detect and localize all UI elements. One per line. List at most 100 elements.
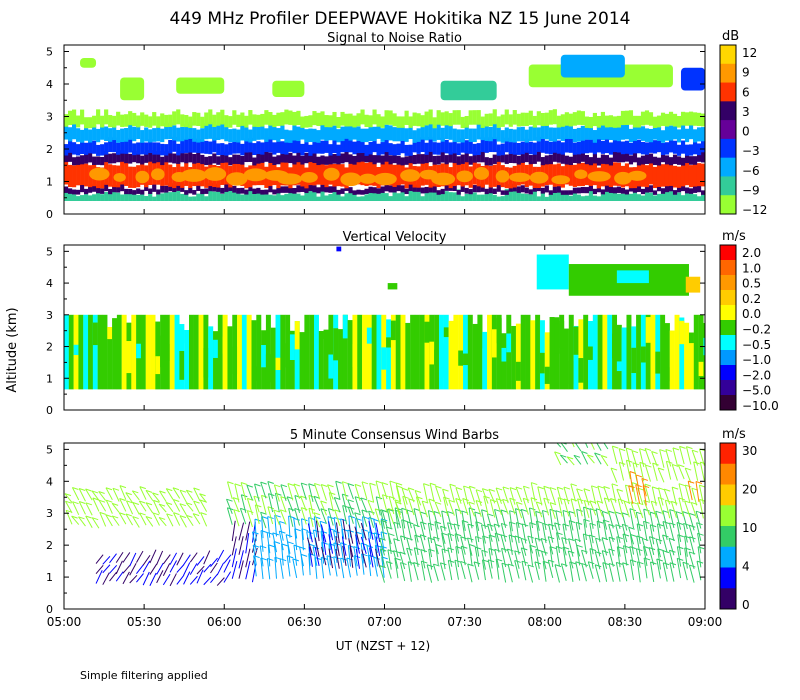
wind-barb xyxy=(603,497,610,516)
velocity-cell xyxy=(208,326,214,390)
wind-barb xyxy=(380,520,385,541)
snr-cell xyxy=(304,191,309,201)
wind-barb-feather xyxy=(652,462,659,466)
snr-cell xyxy=(576,127,581,142)
snr-cell xyxy=(456,156,461,165)
wind-barb-feather xyxy=(468,507,476,511)
wind-barb xyxy=(610,467,618,483)
snr-cell xyxy=(668,157,674,166)
snr-cell xyxy=(196,129,201,143)
wind-barb xyxy=(322,534,327,556)
snr-cell xyxy=(420,137,425,153)
wind-barb xyxy=(280,484,287,502)
snr-cell xyxy=(508,114,513,127)
snr-cell xyxy=(340,137,345,153)
wind-barb-feather xyxy=(71,515,78,519)
snr-cell xyxy=(232,154,237,164)
wind-barb xyxy=(562,546,567,568)
wind-barb-feather xyxy=(401,519,408,523)
snr-cell xyxy=(368,151,373,163)
snr-cell xyxy=(192,128,197,142)
snr-cell xyxy=(580,196,585,201)
wind-barb-feather xyxy=(507,548,514,552)
wind-barb-feather xyxy=(293,517,300,521)
wind-barb xyxy=(554,522,560,540)
wind-barb xyxy=(245,560,251,580)
snr-cell xyxy=(124,162,129,186)
snr-cell xyxy=(552,186,557,193)
wind-barb xyxy=(668,522,675,542)
snr-cell xyxy=(176,154,181,164)
velocity-cell xyxy=(362,314,368,390)
snr-cell xyxy=(292,111,297,126)
wind-barb xyxy=(611,445,618,465)
snr-core xyxy=(276,173,303,185)
wind-barb-feather xyxy=(475,546,482,550)
velocity-cell xyxy=(102,314,108,390)
wind-barb-feather xyxy=(145,489,153,493)
velocity-cell xyxy=(568,314,574,390)
velocity-cell xyxy=(684,322,690,390)
y-tick-label: 4 xyxy=(46,78,53,91)
snr-cell xyxy=(372,193,377,201)
wind-barb xyxy=(554,451,562,466)
snr-cell xyxy=(364,188,369,195)
snr-cell xyxy=(288,152,293,164)
wind-barb xyxy=(557,497,563,517)
wind-barb xyxy=(561,537,567,556)
snr-cell xyxy=(64,191,69,201)
velocity-cell xyxy=(164,343,170,361)
wind-barb xyxy=(631,482,637,502)
snr-cell xyxy=(308,144,313,156)
snr-cell xyxy=(676,166,682,188)
wind-barb xyxy=(300,482,307,500)
wind-barb-feather xyxy=(420,511,427,515)
snr-cell xyxy=(452,182,457,192)
wind-barb xyxy=(98,499,107,512)
snr-cell xyxy=(232,110,237,125)
wind-barb xyxy=(468,501,476,517)
wind-barb-feather xyxy=(386,561,393,564)
snr-cell xyxy=(440,193,445,201)
snr-cell xyxy=(472,128,477,143)
wind-barb-feather xyxy=(354,483,362,487)
snr-cell xyxy=(508,128,513,143)
snr-cell xyxy=(428,191,433,201)
wind-barb xyxy=(588,534,594,555)
wind-barb-feather xyxy=(502,486,510,490)
wind-barb xyxy=(367,500,375,516)
colorbar-swatch xyxy=(720,157,736,177)
wind-barb xyxy=(643,509,648,530)
snr-core xyxy=(180,169,207,182)
snr-cell xyxy=(464,122,469,140)
snr-cell xyxy=(156,142,161,155)
snr-cell xyxy=(412,154,417,165)
wind-barb xyxy=(183,571,191,585)
snr-cell xyxy=(164,185,169,193)
wind-barb-feather xyxy=(611,483,619,487)
wind-barb xyxy=(328,492,334,512)
wind-barb-feather xyxy=(664,488,671,492)
snr-cell xyxy=(152,153,157,164)
wind-barb-feather xyxy=(695,481,703,484)
colorbar-swatch xyxy=(720,138,736,159)
wind-barb-feather xyxy=(581,451,588,454)
snr-cell xyxy=(700,163,705,187)
snr-cell xyxy=(640,126,646,141)
snr-cell xyxy=(80,184,85,193)
snr-cell xyxy=(200,154,205,165)
snr-cell xyxy=(628,142,634,155)
wind-barb-feather xyxy=(534,537,542,541)
snr-cell xyxy=(280,141,285,155)
wind-barb xyxy=(439,562,446,581)
snr-cell xyxy=(564,194,569,201)
wind-barb-feather xyxy=(92,497,99,501)
snr-cell xyxy=(520,112,525,126)
snr-cell xyxy=(212,125,217,141)
snr-cell xyxy=(512,129,517,143)
wind-barb xyxy=(535,501,543,518)
wind-barb-feather xyxy=(455,498,462,501)
wind-barb xyxy=(648,547,655,566)
snr-cell xyxy=(516,113,521,127)
wind-barb xyxy=(393,522,399,542)
